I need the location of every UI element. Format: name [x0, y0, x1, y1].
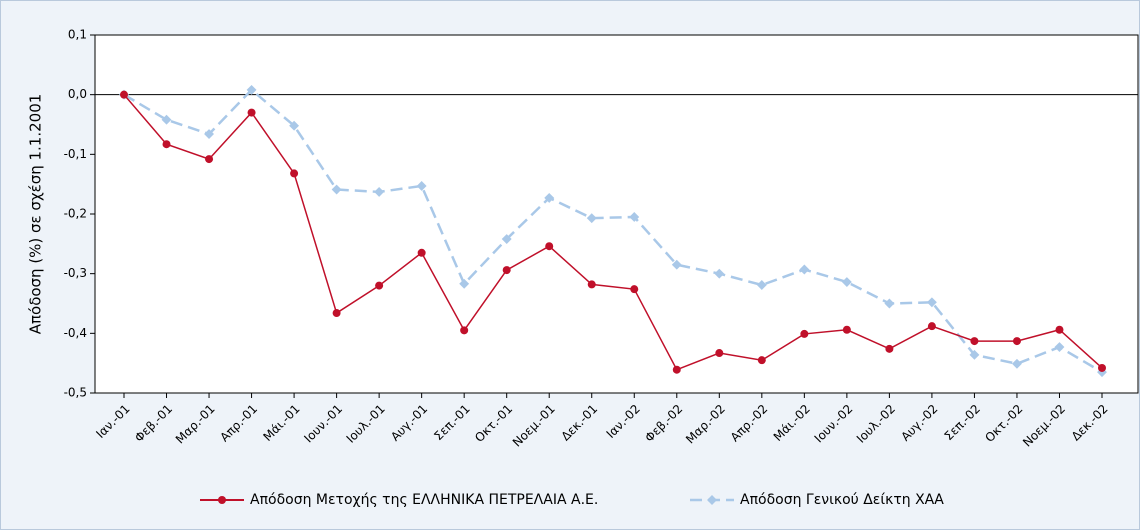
point [374, 186, 385, 197]
point [586, 213, 597, 224]
legend-marker [707, 495, 717, 505]
y-tick-label: -0,4 [64, 326, 87, 340]
point [290, 169, 299, 178]
point [926, 297, 937, 308]
legend-label: Απόδοση Μετοχής της ΕΛΛΗΝΙΚΑ ΠΕΤΡΕΛΑΙΑ Α… [250, 492, 598, 508]
y-tick-label: -0,2 [64, 207, 87, 221]
point [841, 277, 852, 287]
y-tick-label: 0,0 [68, 87, 87, 101]
point [417, 248, 426, 257]
point [715, 349, 724, 358]
point [459, 278, 470, 289]
point [502, 266, 511, 275]
point [375, 281, 384, 290]
point [672, 365, 681, 374]
point [416, 181, 427, 191]
point [756, 280, 767, 290]
point [120, 90, 128, 99]
point [1012, 358, 1022, 369]
y-tick-label: 0,1 [68, 28, 87, 42]
point [1098, 363, 1106, 372]
point [501, 234, 512, 245]
point [629, 212, 640, 222]
point [800, 329, 809, 338]
point [969, 349, 980, 360]
point [884, 298, 895, 309]
y-tick-label: -0,1 [64, 147, 87, 161]
point [246, 84, 257, 95]
point [460, 326, 469, 335]
point [247, 108, 256, 117]
point [927, 322, 936, 331]
point [204, 129, 214, 139]
series-line [123, 94, 1103, 371]
point [587, 280, 596, 289]
point [1012, 337, 1021, 346]
point [332, 309, 341, 318]
y-tick-label: -0,5 [64, 386, 87, 400]
point [205, 155, 214, 164]
point [885, 344, 894, 353]
legend-label: Απόδοση Γενικού Δείκτη ΧΑΑ [740, 492, 944, 508]
y-axis-label: Απόδοση (%) σε σχέση 1.1.2001 [27, 94, 45, 335]
legend-marker [218, 496, 226, 504]
point [630, 285, 639, 294]
series-line [123, 88, 1103, 374]
point [799, 264, 810, 275]
point [714, 268, 725, 279]
point [544, 192, 555, 203]
point [970, 337, 979, 346]
point [842, 325, 851, 334]
point [1054, 342, 1065, 353]
point [545, 242, 554, 251]
point [162, 140, 171, 149]
point [1055, 325, 1064, 334]
point [331, 184, 342, 195]
point [757, 356, 766, 365]
point [671, 259, 682, 270]
point [161, 114, 172, 125]
y-tick-label: -0,3 [64, 266, 87, 280]
